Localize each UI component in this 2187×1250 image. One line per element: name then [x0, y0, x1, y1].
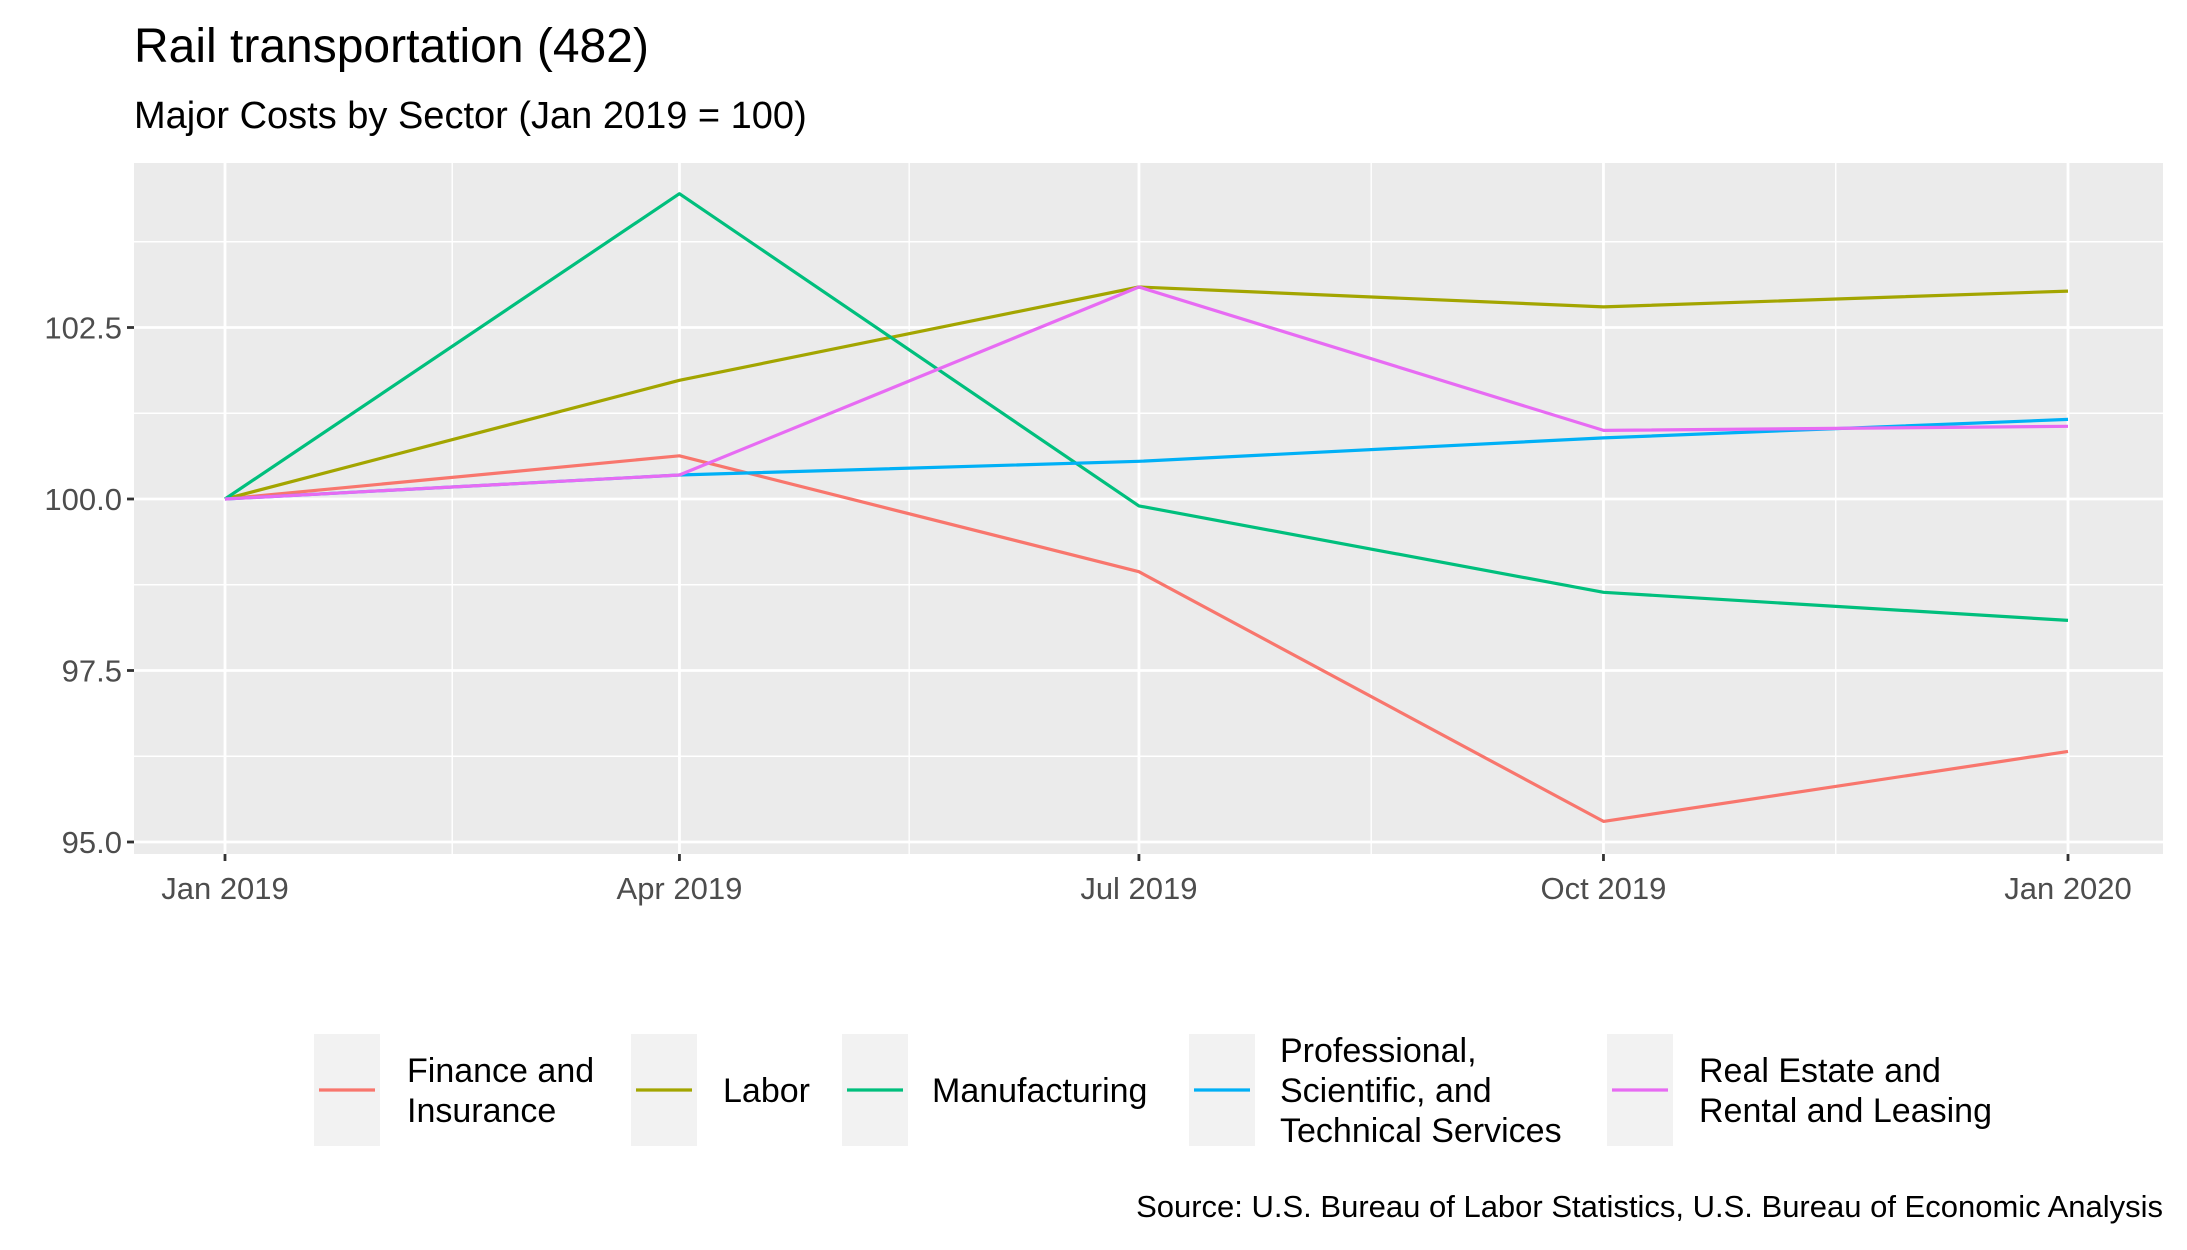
legend-label-professional-scientific-and-technical-services: Scientific, and	[1280, 1072, 1492, 1110]
legend-label-professional-scientific-and-technical-services: Technical Services	[1280, 1112, 1562, 1150]
legend-label-real-estate-and-rental-and-leasing: Rental and Leasing	[1699, 1092, 1992, 1130]
series-line-manufacturing	[224, 192, 2069, 622]
x-tick-label: Apr 2019	[617, 871, 743, 906]
y-tick-label: 102.5	[44, 311, 122, 346]
series-line-real-estate-and-rental-and-leasing	[224, 285, 2069, 501]
legend-label-real-estate-and-rental-and-leasing: Real Estate and	[1699, 1052, 1941, 1090]
y-axis: 95.0 97.5 100.0 102.5	[44, 311, 134, 860]
grid-minor	[134, 163, 2163, 854]
y-tick-label: 97.5	[62, 654, 122, 689]
chart-subtitle: Major Costs by Sector (Jan 2019 = 100)	[134, 95, 807, 137]
legend-label-professional-scientific-and-technical-services: Professional,	[1280, 1032, 1477, 1070]
chart-title: Rail transportation (482)	[134, 20, 649, 73]
y-tick-label: 95.0	[62, 825, 122, 860]
x-axis: Jan 2019 Apr 2019 Jul 2019 Oct 2019 Jan 2020	[161, 854, 2132, 906]
x-tick-label: Oct 2019	[1541, 871, 1667, 906]
x-tick-label: Jan 2019	[161, 871, 289, 906]
chart-caption: Source: U.S. Bureau of Labor Statistics,…	[1136, 1189, 2163, 1224]
series-lines	[224, 192, 2069, 824]
x-tick-label: Jan 2020	[2004, 871, 2132, 906]
grid-major	[134, 163, 2163, 854]
x-tick-label: Jul 2019	[1080, 871, 1197, 906]
legend-label-finance-and-insurance: Insurance	[407, 1092, 556, 1130]
legend-label-finance-and-insurance: Finance and	[407, 1052, 594, 1090]
series-line-finance-and-insurance	[224, 454, 2069, 824]
y-tick-label: 100.0	[44, 482, 122, 517]
legend-label-labor: Labor	[723, 1072, 810, 1110]
legend-label-manufacturing: Manufacturing	[932, 1072, 1147, 1110]
